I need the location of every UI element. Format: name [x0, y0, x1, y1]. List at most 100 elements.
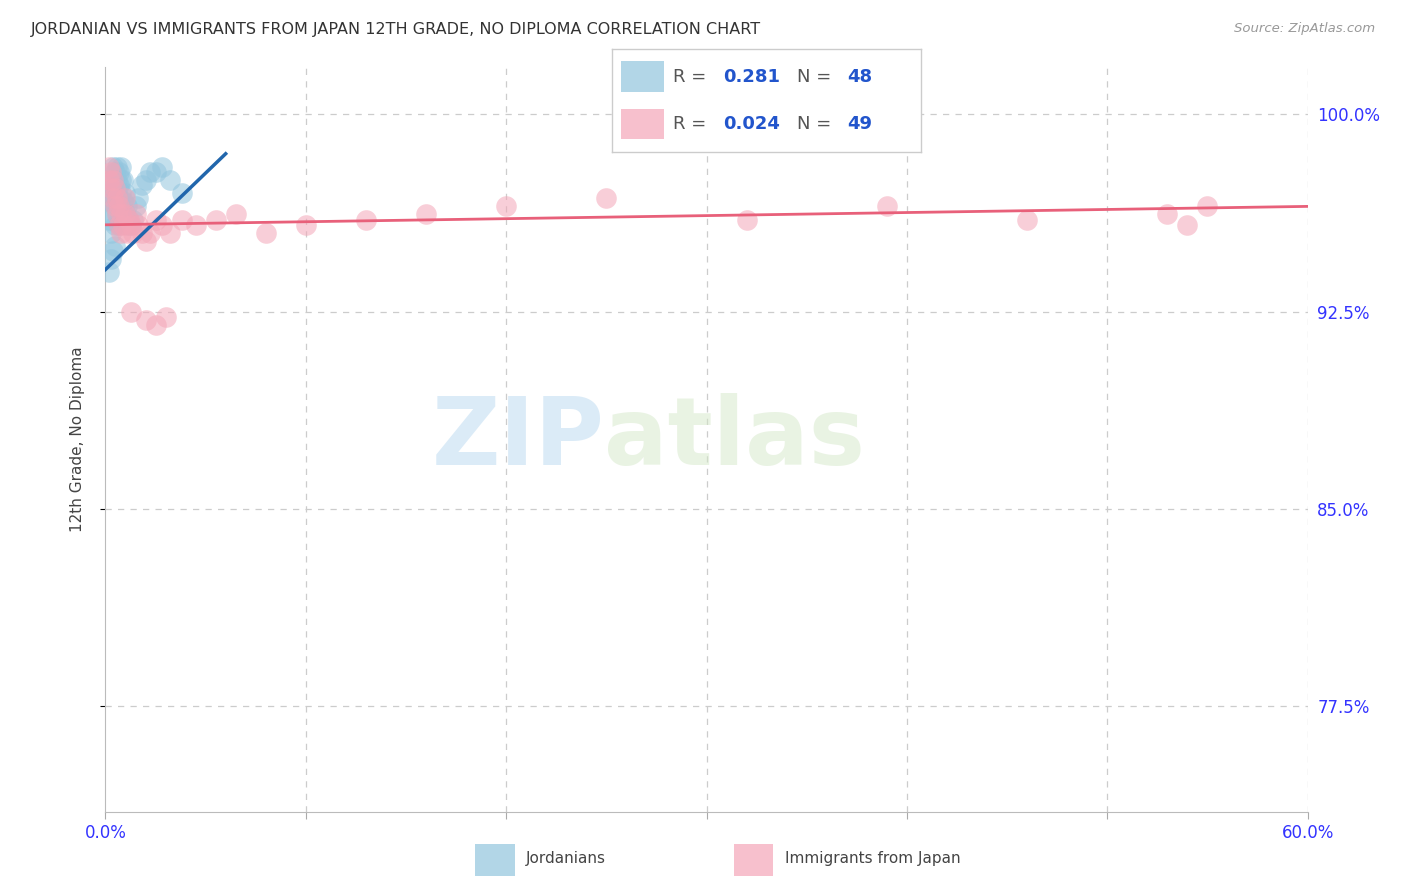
Text: ZIP: ZIP [432, 393, 605, 485]
Point [104, 181, 127, 195]
Point [735, 212, 758, 227]
Point [100, 186, 122, 201]
Point [107, 173, 129, 187]
Point [159, 173, 181, 187]
Point [98, 265, 121, 279]
Point [107, 186, 129, 201]
Point [98, 212, 121, 227]
Point [225, 207, 247, 221]
Point [110, 186, 132, 201]
Point [110, 160, 132, 174]
Point [110, 226, 132, 240]
Text: Immigrants from Japan: Immigrants from Japan [785, 851, 960, 866]
Point [595, 192, 617, 206]
Point [104, 181, 127, 195]
Point [112, 218, 135, 232]
Point [103, 192, 125, 206]
Point [150, 160, 173, 174]
Point [100, 252, 122, 266]
Point [114, 207, 136, 221]
Point [145, 318, 167, 332]
Point [295, 218, 318, 232]
Point [415, 207, 437, 221]
Point [1156, 207, 1178, 221]
Point [117, 199, 139, 213]
Point [110, 207, 132, 221]
Point [96, 173, 118, 187]
Bar [621, 109, 664, 139]
Text: N =: N = [797, 115, 837, 133]
Point [118, 212, 141, 227]
Point [114, 186, 136, 201]
Point [100, 181, 122, 195]
Text: 0.024: 0.024 [723, 115, 780, 133]
Bar [475, 844, 515, 876]
Point [170, 186, 193, 201]
Point [135, 312, 157, 326]
Point [104, 199, 127, 213]
Point [104, 218, 127, 232]
Point [114, 192, 136, 206]
Point [107, 207, 129, 221]
Point [110, 199, 132, 213]
Y-axis label: 12th Grade, No Diploma: 12th Grade, No Diploma [70, 346, 84, 533]
Point [107, 160, 129, 174]
Point [107, 207, 129, 221]
Point [138, 226, 160, 240]
Point [127, 192, 149, 206]
Point [108, 178, 131, 193]
Text: atlas: atlas [605, 393, 865, 485]
Point [118, 212, 141, 227]
Point [495, 199, 517, 213]
Point [121, 218, 143, 232]
Point [138, 165, 160, 179]
Point [98, 160, 121, 174]
Point [104, 239, 127, 253]
Point [98, 173, 121, 187]
Point [127, 218, 149, 232]
Point [122, 226, 145, 240]
Point [135, 234, 157, 248]
Point [124, 207, 146, 221]
Point [135, 173, 157, 187]
Point [103, 160, 125, 174]
Point [131, 178, 153, 193]
Text: JORDANIAN VS IMMIGRANTS FROM JAPAN 12TH GRADE, NO DIPLOMA CORRELATION CHART: JORDANIAN VS IMMIGRANTS FROM JAPAN 12TH … [31, 22, 761, 37]
Point [103, 244, 125, 259]
Point [876, 199, 898, 213]
Point [354, 212, 377, 227]
Point [122, 212, 145, 227]
Point [100, 226, 122, 240]
Point [100, 207, 122, 221]
Text: Jordanians: Jordanians [526, 851, 606, 866]
Point [1017, 212, 1039, 227]
Point [108, 218, 131, 232]
Point [124, 199, 146, 213]
Point [103, 173, 125, 187]
Point [114, 204, 136, 219]
Point [117, 218, 139, 232]
Point [155, 310, 177, 324]
Point [108, 192, 131, 206]
Point [110, 173, 132, 187]
Point [108, 218, 131, 232]
Point [112, 194, 135, 208]
Point [107, 192, 129, 206]
Point [104, 199, 127, 213]
Point [184, 218, 207, 232]
Point [170, 212, 193, 227]
Point [1177, 218, 1199, 232]
Text: Source: ZipAtlas.com: Source: ZipAtlas.com [1234, 22, 1375, 36]
Point [112, 173, 135, 187]
Point [121, 304, 143, 318]
Point [145, 165, 167, 179]
Point [121, 218, 143, 232]
Point [1197, 199, 1219, 213]
Point [150, 218, 173, 232]
Point [108, 199, 131, 213]
Point [103, 173, 125, 187]
Point [98, 194, 121, 208]
Point [104, 165, 127, 179]
Point [204, 212, 226, 227]
Point [159, 226, 181, 240]
